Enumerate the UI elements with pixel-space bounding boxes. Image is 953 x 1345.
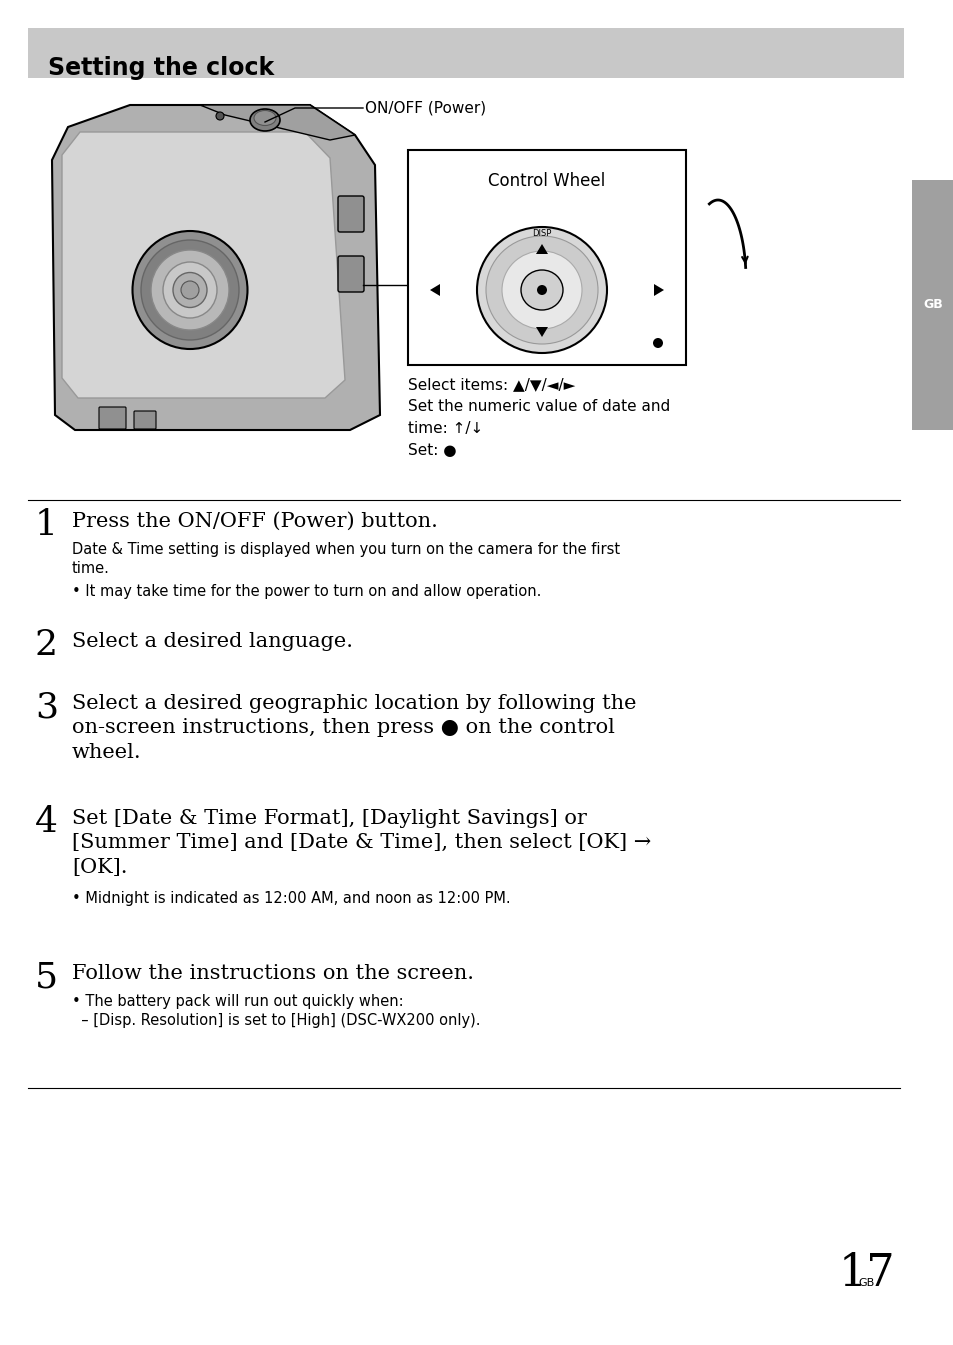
Polygon shape xyxy=(52,105,379,430)
Polygon shape xyxy=(536,243,547,254)
Ellipse shape xyxy=(172,273,207,308)
Text: Press the ON/OFF (Power) button.: Press the ON/OFF (Power) button. xyxy=(71,512,437,531)
Ellipse shape xyxy=(501,252,581,330)
Bar xyxy=(911,180,953,430)
Ellipse shape xyxy=(250,109,280,130)
Text: – [Disp. Resolution] is set to [High] (DSC-WX200 only).: – [Disp. Resolution] is set to [High] (D… xyxy=(71,1013,480,1028)
Text: Set [Date & Time Format], [Daylight Savings] or
[Summer Time] and [Date & Time],: Set [Date & Time Format], [Daylight Savi… xyxy=(71,808,651,877)
Text: Date & Time setting is displayed when you turn on the camera for the first: Date & Time setting is displayed when yo… xyxy=(71,542,619,557)
Text: 2: 2 xyxy=(35,628,58,662)
Text: • It may take time for the power to turn on and allow operation.: • It may take time for the power to turn… xyxy=(71,584,540,599)
Polygon shape xyxy=(430,284,439,296)
Text: DISP: DISP xyxy=(532,229,551,238)
Text: 1: 1 xyxy=(35,508,58,542)
Text: time: ↑/↓: time: ↑/↓ xyxy=(408,421,483,436)
Text: • The battery pack will run out quickly when:: • The battery pack will run out quickly … xyxy=(71,994,403,1009)
Circle shape xyxy=(537,285,546,295)
FancyBboxPatch shape xyxy=(99,408,126,429)
Polygon shape xyxy=(536,327,547,338)
Ellipse shape xyxy=(253,110,275,125)
Text: Set the numeric value of date and: Set the numeric value of date and xyxy=(408,399,670,414)
Ellipse shape xyxy=(485,235,598,344)
Text: Follow the instructions on the screen.: Follow the instructions on the screen. xyxy=(71,964,474,983)
Ellipse shape xyxy=(163,262,216,317)
Text: Select a desired language.: Select a desired language. xyxy=(71,632,353,651)
Text: 17: 17 xyxy=(838,1252,894,1295)
Text: time.: time. xyxy=(71,561,110,576)
Ellipse shape xyxy=(141,239,239,340)
Bar xyxy=(408,151,685,364)
Text: 4: 4 xyxy=(35,806,58,839)
Bar xyxy=(28,28,903,78)
Polygon shape xyxy=(62,132,345,398)
Ellipse shape xyxy=(520,270,562,309)
Ellipse shape xyxy=(181,281,199,299)
Text: GB: GB xyxy=(923,299,942,312)
Circle shape xyxy=(652,338,662,348)
Text: Select items: ▲/▼/◄/►: Select items: ▲/▼/◄/► xyxy=(408,377,575,391)
Circle shape xyxy=(215,112,224,120)
Text: Control Wheel: Control Wheel xyxy=(488,172,605,190)
Text: 5: 5 xyxy=(35,960,58,994)
Text: Select a desired geographic location by following the
on-screen instructions, th: Select a desired geographic location by … xyxy=(71,694,636,761)
Text: GB: GB xyxy=(858,1278,874,1289)
FancyBboxPatch shape xyxy=(133,412,156,429)
Ellipse shape xyxy=(151,250,229,330)
Text: Setting the clock: Setting the clock xyxy=(48,56,274,79)
Text: Set: ●: Set: ● xyxy=(408,443,456,459)
FancyBboxPatch shape xyxy=(337,196,364,231)
Text: • Midnight is indicated as 12:00 AM, and noon as 12:00 PM.: • Midnight is indicated as 12:00 AM, and… xyxy=(71,890,510,907)
Polygon shape xyxy=(654,284,663,296)
Polygon shape xyxy=(200,105,355,140)
FancyBboxPatch shape xyxy=(337,256,364,292)
Text: ON/OFF (Power): ON/OFF (Power) xyxy=(365,101,486,116)
Text: 3: 3 xyxy=(35,690,58,724)
Ellipse shape xyxy=(476,227,606,352)
Ellipse shape xyxy=(132,231,247,348)
